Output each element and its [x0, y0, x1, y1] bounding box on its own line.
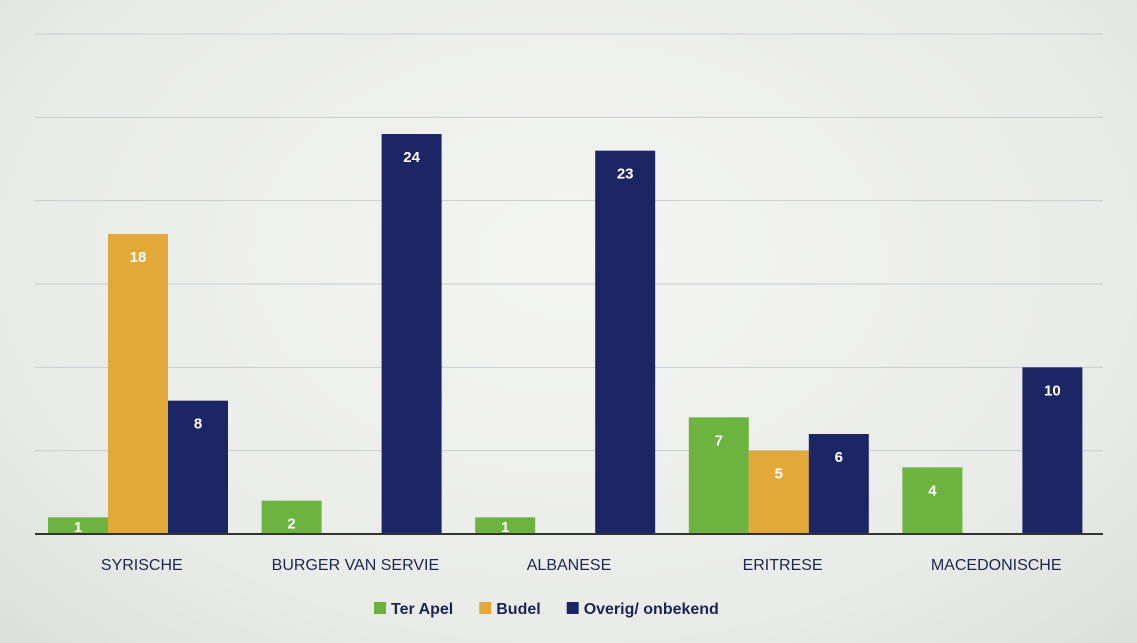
data-label: 4 [928, 482, 937, 499]
x-tick-label: ERITRESE [743, 557, 823, 574]
data-label: 2 [287, 516, 295, 533]
bar-ter-apel-3 [688, 417, 749, 534]
bar-ter-apel-1 [261, 500, 322, 534]
bar-overig-onbekend-0 [168, 400, 228, 534]
legend-label: Overig/ onbekend [584, 601, 719, 618]
data-label: 10 [1044, 382, 1061, 399]
bar-budel-3 [748, 450, 809, 534]
x-tick-labels: SYRISCHE BURGER VAN SERVIE ALBANESE ERITRES… [101, 557, 1062, 574]
legend-swatch [374, 602, 386, 614]
x-tick-label: MACEDONISCHE [931, 557, 1062, 574]
bar-ter-apel-4 [902, 467, 963, 534]
bar-overig-onbekend-4 [1022, 367, 1083, 534]
legend-swatch [566, 602, 579, 614]
legend-swatch [479, 602, 492, 614]
x-tick-label: BURGER VAN SERVIE [272, 557, 439, 574]
x-tick-label: SYRISCHE [101, 557, 183, 574]
bar-overig-onbekend-1 [381, 134, 442, 534]
data-label: 1 [501, 519, 509, 536]
bars: 1 18 8 2 24 1 23 7 5 6 4 10 [48, 134, 1083, 536]
bar-ter-apel-2 [475, 517, 536, 534]
x-tick-label: ALBANESE [527, 557, 611, 574]
data-label: 24 [403, 149, 420, 166]
bar-budel-0 [108, 234, 168, 534]
data-label: 6 [835, 449, 843, 466]
data-label: 18 [130, 249, 147, 266]
bar-ter-apel-0 [48, 517, 108, 534]
legend: Ter Apel Budel Overig/ onbekend [374, 601, 719, 618]
data-label: 23 [617, 166, 634, 183]
legend-label: Ter Apel [391, 601, 453, 618]
bar-overig-onbekend-2 [595, 150, 656, 534]
legend-label: Budel [496, 601, 540, 618]
data-label: 5 [775, 466, 783, 483]
data-label: 8 [194, 416, 202, 433]
data-label: 1 [74, 519, 82, 536]
gridlines [35, 33, 1103, 452]
bar-overig-onbekend-3 [808, 434, 869, 534]
data-label: 7 [715, 432, 723, 449]
